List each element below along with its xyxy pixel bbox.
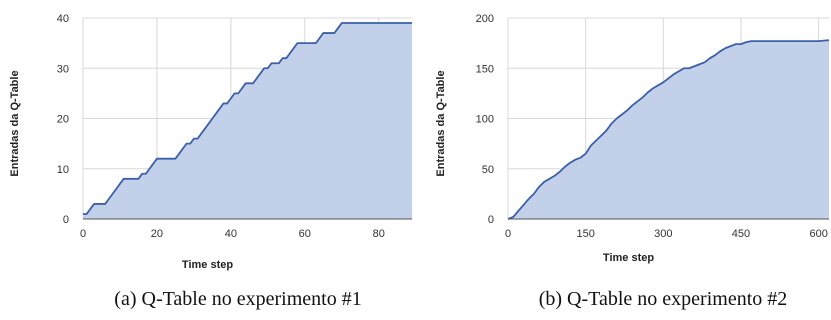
y-tick-label: 40 [57, 13, 69, 25]
series-line [83, 22, 412, 215]
series-area [83, 23, 412, 220]
x-tick-label: 60 [299, 228, 311, 240]
x-tick-label: 20 [151, 228, 163, 240]
figure-caption: (b) Q-Table no experimento #2 [539, 288, 788, 310]
x-axis-title: Time step [603, 252, 654, 264]
figure-caption: (a) Q-Table no experimento #1 [114, 288, 361, 310]
y-tick-label: 200 [476, 13, 494, 25]
x-tick-label: 0 [80, 228, 86, 240]
x-tick-label: 450 [732, 228, 750, 240]
x-tick-label: 300 [654, 228, 672, 240]
x-tick-label: 40 [225, 228, 237, 240]
x-axis-title: Time step [182, 259, 233, 271]
y-tick-label: 50 [482, 164, 494, 176]
series-line [507, 39, 830, 220]
x-tick-label: 150 [576, 228, 594, 240]
y-tick-label: 150 [476, 63, 494, 75]
chart-2: 0 150 300 450 600 0 50 100 150 200 Time step Entrad… [435, 13, 830, 310]
y-tick-label: 10 [57, 164, 69, 176]
y-tick-label: 20 [57, 114, 69, 126]
y-axis-title: Entradas da Q-Table [9, 70, 21, 176]
chart-1: 0 20 40 60 80 0 10 20 30 40 Time step Entradas da Q… [9, 13, 412, 310]
y-tick-label: 0 [488, 214, 494, 226]
y-tick-label: 30 [57, 63, 69, 75]
y-axis-title: Entradas da Q-Table [435, 70, 447, 176]
series-area [508, 40, 829, 219]
x-tick-label: 0 [505, 228, 511, 240]
y-tick-label: 100 [476, 114, 494, 126]
x-tick-label: 600 [809, 228, 827, 240]
y-tick-label: 0 [63, 214, 69, 226]
x-tick-label: 80 [373, 228, 385, 240]
